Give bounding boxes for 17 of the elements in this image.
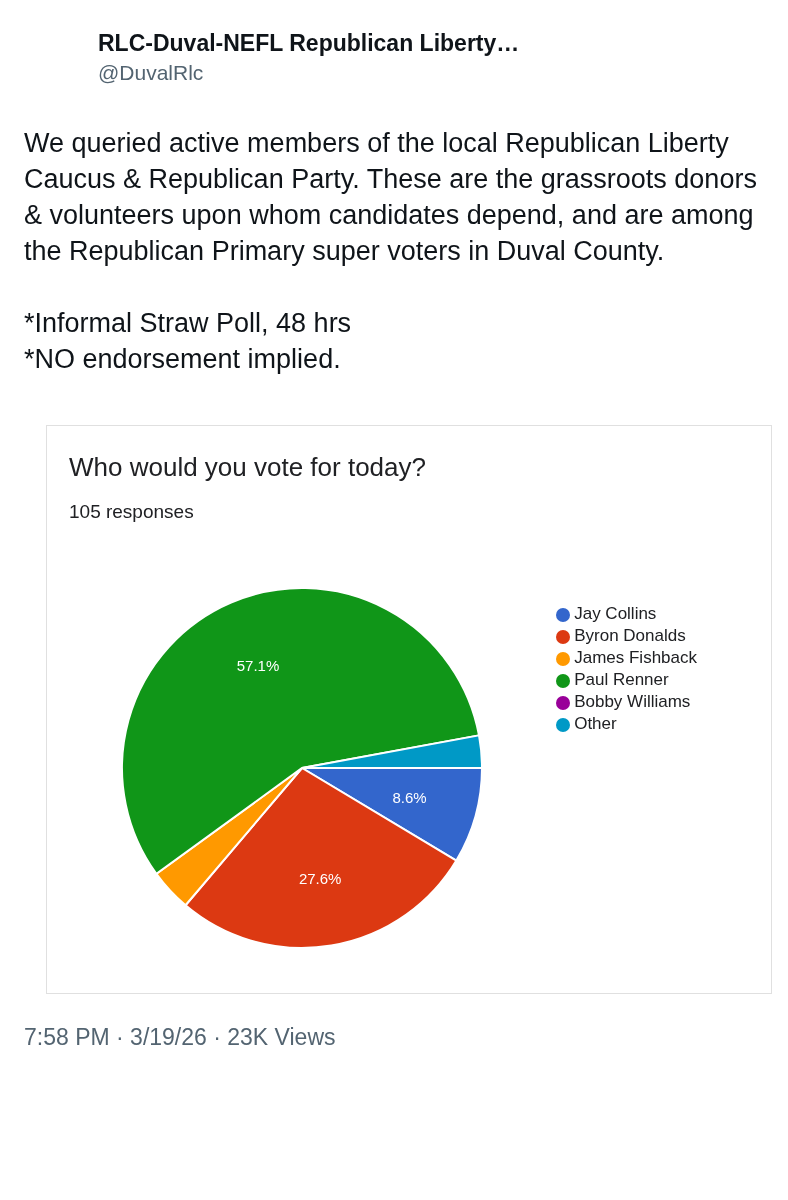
chart-subtitle: 105 responses — [68, 500, 195, 523]
legend-label: Bobby Williams — [574, 692, 691, 711]
text: 7:58 PM · 3/19/26 · 23K Views — [23, 1023, 337, 1052]
data-label: 57.1% — [236, 656, 280, 674]
legend-label: Byron Donalds — [574, 626, 686, 645]
data-label: 8.6% — [392, 789, 427, 807]
text: RLC-Duval-NEFL Republican Liberty… — [98, 30, 521, 57]
text: *Informal Straw Poll, 48 hrs — [24, 307, 353, 340]
legend-label: Paul Renner — [574, 670, 669, 689]
text: *NO endorsement implied. — [24, 343, 342, 376]
legend-label: Other — [574, 714, 617, 733]
legend-label: James Fishback — [574, 648, 697, 667]
data-label: 27.6% — [298, 869, 342, 887]
text: We queried active members of the local Republican Liberty Caucus & Republican Party. These are the grassroots donors & volunteers upon whom candidates depend, and are among the Republican Primary super voters in Duval County. — [24, 127, 758, 268]
legend-label: Jay Collins — [574, 604, 657, 623]
chart-title: Who would you vote for today? — [68, 451, 427, 483]
text: @DuvalRlc — [98, 61, 205, 85]
